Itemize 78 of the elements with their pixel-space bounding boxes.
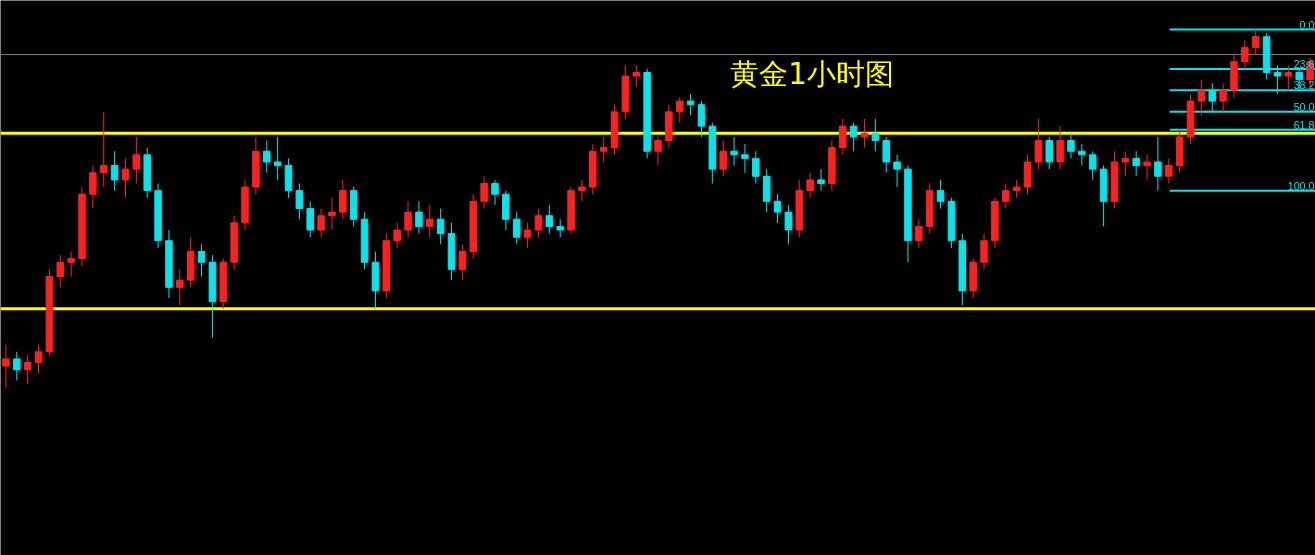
candlestick	[882, 136, 890, 174]
candlestick	[838, 118, 847, 156]
annotation: 100.0	[1287, 179, 1315, 192]
candlestick	[436, 208, 445, 245]
candlestick	[426, 204, 434, 238]
candlestick	[1078, 143, 1086, 167]
candlestick	[686, 93, 695, 116]
candlestick	[817, 168, 825, 192]
candlestick	[415, 200, 423, 235]
candlestick	[317, 208, 325, 238]
candlestick	[915, 218, 923, 249]
candlestick	[1241, 39, 1249, 70]
candlestick	[806, 172, 814, 199]
candlestick	[697, 100, 706, 138]
candlestick	[1219, 82, 1227, 113]
candlestick	[871, 118, 880, 152]
annotation: 61.8	[1293, 118, 1315, 131]
candlestick	[393, 222, 401, 249]
candlestick	[176, 268, 184, 306]
candlestick	[23, 354, 32, 385]
candlestick	[1034, 118, 1043, 170]
candlestick	[1067, 132, 1075, 159]
candlestick	[1165, 157, 1173, 184]
text: 黄金1小时图	[730, 56, 894, 91]
candlestick	[480, 175, 488, 210]
candlestick	[1154, 136, 1162, 192]
candlestick	[339, 179, 347, 220]
candlestick	[534, 208, 543, 238]
candlestick	[306, 200, 314, 238]
candlestick	[893, 154, 901, 188]
candlestick	[1143, 154, 1151, 181]
candlestick	[110, 150, 119, 192]
candlestick	[1056, 125, 1064, 170]
candlestick	[263, 140, 271, 174]
candlestick	[1002, 182, 1010, 210]
candlestick	[295, 182, 304, 220]
candlestick	[730, 136, 738, 167]
candlestick	[404, 200, 412, 238]
candlestick	[197, 243, 206, 278]
candlestick	[741, 143, 749, 174]
candlestick	[34, 344, 43, 374]
candlestick	[1088, 150, 1097, 181]
candlestick	[458, 243, 467, 281]
candlestick	[13, 351, 21, 381]
candlestick	[784, 204, 793, 245]
candlestick	[860, 118, 869, 149]
candlestick	[545, 204, 554, 235]
candlestick	[2, 344, 10, 389]
candlestick	[849, 122, 858, 152]
annotation: 50.0	[1293, 100, 1315, 113]
candlestick	[1284, 64, 1293, 91]
candlestick	[132, 136, 141, 184]
candlestick	[1121, 150, 1130, 177]
candlestick	[512, 211, 521, 245]
candlestick	[719, 140, 727, 177]
candlestick	[99, 111, 108, 188]
candlestick	[599, 136, 608, 163]
candlestick	[980, 233, 988, 270]
candlestick	[1132, 150, 1140, 177]
candlestick	[273, 136, 282, 181]
candlestick	[578, 179, 586, 202]
candlestick	[654, 136, 662, 167]
candlestick	[752, 150, 760, 184]
candlestick	[89, 165, 97, 210]
candlestick	[1251, 29, 1260, 56]
candlestick	[632, 64, 641, 88]
candlestick	[936, 179, 945, 210]
candlestick	[675, 97, 684, 124]
candlestick	[328, 197, 336, 231]
candlestick	[56, 254, 65, 288]
candlestick	[1045, 136, 1053, 170]
candlestick	[491, 179, 499, 206]
candlestick	[67, 251, 75, 278]
candlestick	[523, 222, 532, 249]
candlestick	[121, 157, 130, 199]
annotation: 0.0	[1299, 18, 1315, 31]
candlestick	[773, 193, 782, 224]
candlestick	[1197, 79, 1206, 116]
